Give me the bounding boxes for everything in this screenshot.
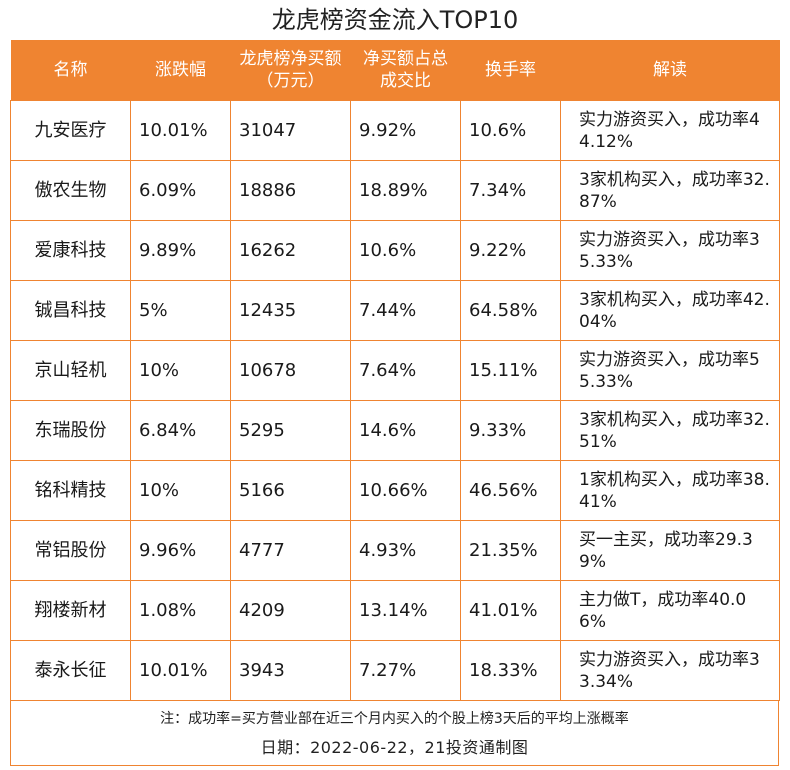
change-pct: 10.01% xyxy=(130,640,231,701)
table-header-row: 名称 涨跌幅 龙虎榜净买额（万元） 净买额占总成交比 换手率 解读 xyxy=(10,40,780,101)
stock-name: 铭科精技 xyxy=(10,460,131,521)
interpretation: 3家机构买入，成功率32.51% xyxy=(560,400,780,461)
stock-name: 九安医疗 xyxy=(10,100,131,161)
change-pct: 9.89% xyxy=(130,220,231,281)
footnote: 注：成功率=买方营业部在近三个月内买入的个股上榜3天后的平均上涨概率 xyxy=(160,711,629,727)
page-title: 龙虎榜资金流入TOP10 xyxy=(271,6,519,34)
net-buy-amount: 10678 xyxy=(230,340,351,401)
change-pct: 6.84% xyxy=(130,400,231,461)
turnover-rate: 9.33% xyxy=(460,400,561,461)
net-buy-ratio: 18.89% xyxy=(350,160,461,221)
net-buy-amount: 12435 xyxy=(230,280,351,341)
turnover-rate: 7.34% xyxy=(460,160,561,221)
stock-name: 爱康科技 xyxy=(10,220,131,281)
net-buy-ratio: 13.14% xyxy=(350,580,461,641)
turnover-rate: 21.35% xyxy=(460,520,561,581)
table-row: 爱康科技 9.89% 16262 10.6% 9.22% 实力游资买入，成功率35.33% xyxy=(10,220,780,281)
change-pct: 10% xyxy=(130,460,231,521)
net-buy-ratio: 10.66% xyxy=(350,460,461,521)
net-buy-ratio: 9.92% xyxy=(350,100,461,161)
turnover-rate: 64.58% xyxy=(460,280,561,341)
turnover-rate: 46.56% xyxy=(460,460,561,521)
header-net-ratio: 净买额占总成交比 xyxy=(350,40,461,101)
stock-name: 东瑞股份 xyxy=(10,400,131,461)
net-buy-ratio: 7.27% xyxy=(350,640,461,701)
table-row: 京山轻机 10% 10678 7.64% 15.11% 实力游资买入，成功率55.33% xyxy=(10,340,780,401)
capital-inflow-table: 名称 涨跌幅 龙虎榜净买额（万元） 净买额占总成交比 换手率 解读 九安医疗 10… xyxy=(10,40,780,701)
interpretation: 实力游资买入，成功率33.34% xyxy=(560,640,780,701)
header-note: 解读 xyxy=(560,40,780,101)
date-credit: 日期：2022-06-22，21投资通制图 xyxy=(260,738,529,757)
stock-name: 常铝股份 xyxy=(10,520,131,581)
turnover-rate: 41.01% xyxy=(460,580,561,641)
net-buy-ratio: 7.64% xyxy=(350,340,461,401)
net-buy-ratio: 4.93% xyxy=(350,520,461,581)
interpretation: 主力做T，成功率40.06% xyxy=(560,580,780,641)
table-row: 翔楼新材 1.08% 4209 13.14% 41.01% 主力做T，成功率40.06% xyxy=(10,580,780,641)
turnover-rate: 18.33% xyxy=(460,640,561,701)
net-buy-amount: 5166 xyxy=(230,460,351,521)
interpretation: 实力游资买入，成功率44.12% xyxy=(560,100,780,161)
table-row: 常铝股份 9.96% 4777 4.93% 21.35% 买一主买，成功率29.39% xyxy=(10,520,780,581)
stock-name: 京山轻机 xyxy=(10,340,131,401)
interpretation: 买一主买，成功率29.39% xyxy=(560,520,780,581)
change-pct: 1.08% xyxy=(130,580,231,641)
header-change: 涨跌幅 xyxy=(130,40,231,101)
net-buy-ratio: 7.44% xyxy=(350,280,461,341)
net-buy-amount: 16262 xyxy=(230,220,351,281)
turnover-rate: 9.22% xyxy=(460,220,561,281)
change-pct: 5% xyxy=(130,280,231,341)
net-buy-amount: 31047 xyxy=(230,100,351,161)
change-pct: 9.96% xyxy=(130,520,231,581)
table-row: 铖昌科技 5% 12435 7.44% 64.58% 3家机构买入，成功率42.04% xyxy=(10,280,780,341)
interpretation: 实力游资买入，成功率55.33% xyxy=(560,340,780,401)
table-row: 东瑞股份 6.84% 5295 14.6% 9.33% 3家机构买入，成功率32.51% xyxy=(10,400,780,461)
table-row: 泰永长征 10.01% 3943 7.27% 18.33% 实力游资买入，成功率33.34… xyxy=(10,640,780,701)
net-buy-amount: 4209 xyxy=(230,580,351,641)
stock-name: 铖昌科技 xyxy=(10,280,131,341)
table-footer: 注：成功率=买方营业部在近三个月内买入的个股上榜3天后的平均上涨概率 日期：20… xyxy=(10,700,779,766)
header-turnover: 换手率 xyxy=(460,40,561,101)
interpretation: 实力游资买入，成功率35.33% xyxy=(560,220,780,281)
turnover-rate: 15.11% xyxy=(460,340,561,401)
net-buy-amount: 5295 xyxy=(230,400,351,461)
interpretation: 1家机构买入，成功率38.41% xyxy=(560,460,780,521)
change-pct: 10.01% xyxy=(130,100,231,161)
net-buy-amount: 4777 xyxy=(230,520,351,581)
net-buy-ratio: 14.6% xyxy=(350,400,461,461)
table-row: 傲农生物 6.09% 18886 18.89% 7.34% 3家机构买入，成功率32.87… xyxy=(10,160,780,221)
turnover-rate: 10.6% xyxy=(460,100,561,161)
interpretation: 3家机构买入，成功率42.04% xyxy=(560,280,780,341)
stock-name: 泰永长征 xyxy=(10,640,131,701)
change-pct: 10% xyxy=(130,340,231,401)
header-name: 名称 xyxy=(10,40,131,101)
net-buy-amount: 18886 xyxy=(230,160,351,221)
table-row: 铭科精技 10% 5166 10.66% 46.56% 1家机构买入，成功率38.41% xyxy=(10,460,780,521)
change-pct: 6.09% xyxy=(130,160,231,221)
net-buy-amount: 3943 xyxy=(230,640,351,701)
header-net-buy: 龙虎榜净买额（万元） xyxy=(230,40,351,101)
table-row: 九安医疗 10.01% 31047 9.92% 10.6% 实力游资买入，成功率44.12… xyxy=(10,100,780,161)
stock-name: 翔楼新材 xyxy=(10,580,131,641)
net-buy-ratio: 10.6% xyxy=(350,220,461,281)
stock-name: 傲农生物 xyxy=(10,160,131,221)
interpretation: 3家机构买入，成功率32.87% xyxy=(560,160,780,221)
